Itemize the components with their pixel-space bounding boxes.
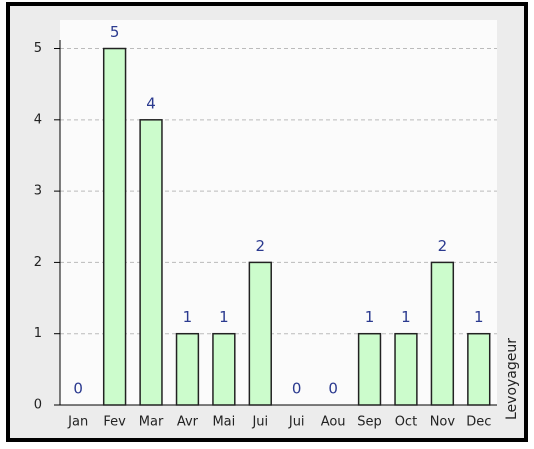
value-label: 0 — [73, 380, 83, 398]
plot-area — [60, 20, 497, 405]
x-tick-label: Jan — [67, 415, 88, 430]
x-tick-label: Avr — [177, 415, 199, 430]
x-tick-label: Sep — [357, 415, 382, 430]
bar — [430, 261, 455, 406]
value-label: 0 — [328, 380, 338, 398]
x-tick-label: Jui — [251, 415, 268, 430]
bar — [357, 332, 382, 406]
value-label: 2 — [438, 237, 448, 255]
bar — [212, 332, 236, 406]
x-tick-label: Jui — [288, 415, 305, 430]
y-tick-label: 4 — [34, 112, 42, 127]
value-label: 4 — [146, 94, 156, 112]
value-label: 1 — [401, 308, 411, 326]
x-tick-label: Oct — [395, 415, 417, 430]
value-label: 0 — [292, 380, 302, 398]
value-label: 1 — [474, 308, 484, 326]
x-tick-label: Dec — [466, 415, 491, 430]
bar — [248, 261, 272, 406]
value-label: 5 — [110, 23, 120, 41]
value-label: 1 — [219, 308, 229, 326]
x-tick-label: Fev — [103, 415, 126, 430]
value-label: 2 — [256, 237, 266, 255]
y-tick-label: 1 — [34, 326, 42, 341]
bar — [139, 119, 163, 406]
value-label: 1 — [365, 308, 375, 326]
y-tick-label: 0 — [34, 398, 42, 413]
x-tick-label: Nov — [430, 415, 456, 430]
bar — [394, 332, 418, 406]
y-tick-label: 3 — [34, 184, 42, 199]
watermark: Levoyageur — [504, 338, 520, 420]
y-tick-label: 2 — [34, 255, 42, 270]
bar — [102, 47, 127, 406]
value-label: 1 — [183, 308, 193, 326]
bar — [175, 332, 200, 406]
x-tick-label: Mai — [212, 415, 235, 430]
x-tick-label: Mar — [139, 415, 164, 430]
x-tick-label: Aou — [321, 415, 346, 430]
y-tick-label: 5 — [34, 41, 42, 56]
bar — [467, 332, 491, 406]
